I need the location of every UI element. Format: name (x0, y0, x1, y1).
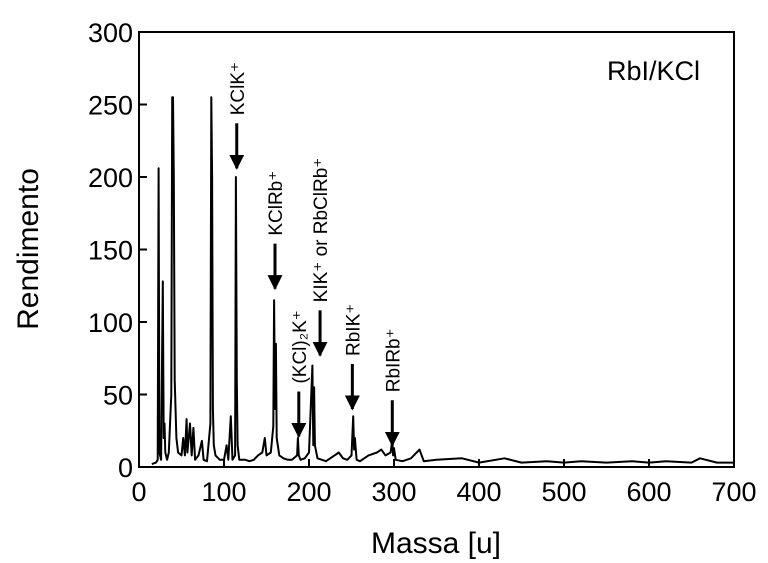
sample-label: RbI/KCl (607, 56, 700, 86)
x-axis-title: Massa [u] (371, 527, 501, 560)
annotation-label: (KCl)₂K⁺ (290, 310, 311, 383)
y-axis-title: Rendimento (12, 168, 45, 330)
x-tick-label: 400 (456, 477, 501, 507)
annotation-label: KClK⁺ (228, 62, 249, 115)
x-tick-label: 100 (201, 477, 246, 507)
x-tick-label: 600 (626, 477, 671, 507)
annotation-label: RbIRb⁺ (383, 328, 404, 392)
y-tick-label: 200 (88, 163, 133, 193)
x-tick-label: 0 (131, 477, 146, 507)
x-tick-label: 300 (371, 477, 416, 507)
spectrum-line (151, 96, 734, 466)
x-tick-label: 200 (286, 477, 331, 507)
y-tick-label: 100 (88, 308, 133, 338)
y-tick-label: 0 (118, 453, 133, 483)
y-tick-label: 300 (88, 18, 133, 48)
annotation-label: KIK⁺ or RbClRb⁺ (311, 158, 332, 303)
y-tick-label: 150 (88, 236, 133, 266)
x-tick-label: 500 (541, 477, 586, 507)
y-tick-label: 50 (103, 381, 133, 411)
y-tick-label: 250 (88, 91, 133, 121)
annotation-label: KClRb⁺ (266, 171, 287, 236)
x-tick-label: 700 (711, 477, 756, 507)
annotation-label: RbIK⁺ (343, 304, 364, 356)
